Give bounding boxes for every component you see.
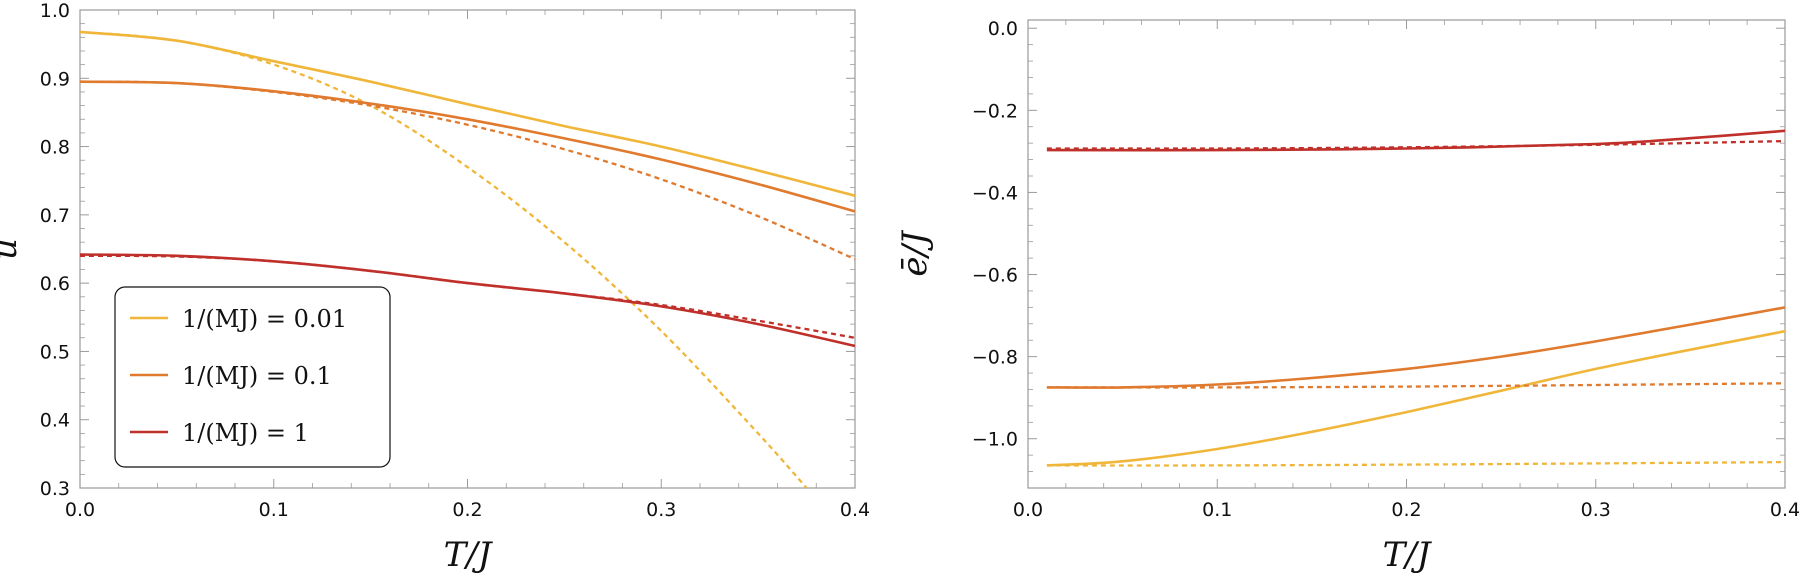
x-tick-label: 0.0 xyxy=(65,499,95,521)
x-tick-label: 0.4 xyxy=(840,499,870,521)
series-line-dashed xyxy=(80,254,855,339)
series-line-dashed xyxy=(1046,139,1785,150)
right-panel-energy-vs-T: 0.0 0.1 0.2 0.3 0.4 0.0 −0.2 −0.4 −0.6 −0.8 −1.0 T/… xyxy=(895,18,1800,575)
y-tick-label: −0.4 xyxy=(972,182,1018,204)
series-line-dashed xyxy=(80,80,855,261)
series-line-dashed xyxy=(1046,382,1785,389)
legend-box xyxy=(114,286,391,468)
y-tick-label: 0.7 xyxy=(40,205,70,227)
legend-entry: 1/(MJ) = 0.1 xyxy=(182,362,332,390)
legend: 1/(MJ) = 0.01 1/(MJ) = 0.1 1/(MJ) = 1 xyxy=(114,286,391,468)
x-tick-label: 0.3 xyxy=(646,499,676,521)
y-axis-label: ē/J xyxy=(895,229,935,277)
series-line-dashed xyxy=(80,30,808,488)
left-panel-u-vs-T: 0.0 0.1 0.2 0.3 0.4 0.3 0.4 0.5 0.6 0.7 0.8 0.9 1.0 T… xyxy=(0,0,870,575)
x-tick-label: 0.2 xyxy=(452,499,482,521)
y-tick-label: 0.3 xyxy=(40,478,70,500)
y-tick-label: 0.6 xyxy=(40,273,70,295)
x-tick-label: 0.3 xyxy=(1581,499,1611,521)
series-line-solid xyxy=(1046,129,1785,152)
plot-frame xyxy=(1027,19,1786,489)
y-tick-label: 0.8 xyxy=(40,137,70,159)
y-tick-label: −0.2 xyxy=(972,100,1018,122)
x-tick-label: 0.0 xyxy=(1013,499,1043,521)
y-axis-label: u xyxy=(0,238,25,260)
x-tick-label: 0.1 xyxy=(259,499,289,521)
x-tick-label: 0.2 xyxy=(1391,499,1421,521)
series-line-solid xyxy=(1046,306,1785,389)
y-tick-label: 0.9 xyxy=(40,68,70,90)
series-line-dashed xyxy=(1046,460,1785,467)
series-group xyxy=(80,30,855,488)
y-tick-label: 0.5 xyxy=(40,341,70,363)
y-tick-label: 1.0 xyxy=(40,0,70,22)
y-tick-label: 0.4 xyxy=(40,410,70,432)
series-line-solid xyxy=(1046,329,1785,467)
legend-entry: 1/(MJ) = 1 xyxy=(182,419,309,447)
series-group xyxy=(1046,129,1785,467)
series-line-solid xyxy=(80,80,855,213)
y-tick-label: −0.8 xyxy=(972,347,1018,369)
y-tick-label: −0.6 xyxy=(972,265,1018,287)
y-tick-label: −1.0 xyxy=(972,429,1018,451)
y-tick-label: 0.0 xyxy=(988,18,1018,40)
x-axis-label: T/J xyxy=(444,535,494,575)
series-line-solid xyxy=(80,30,855,197)
x-axis-label: T/J xyxy=(1383,535,1433,575)
legend-entry: 1/(MJ) = 0.01 xyxy=(182,305,347,333)
x-tick-label: 0.1 xyxy=(1202,499,1232,521)
x-tick-label: 0.4 xyxy=(1770,499,1800,521)
